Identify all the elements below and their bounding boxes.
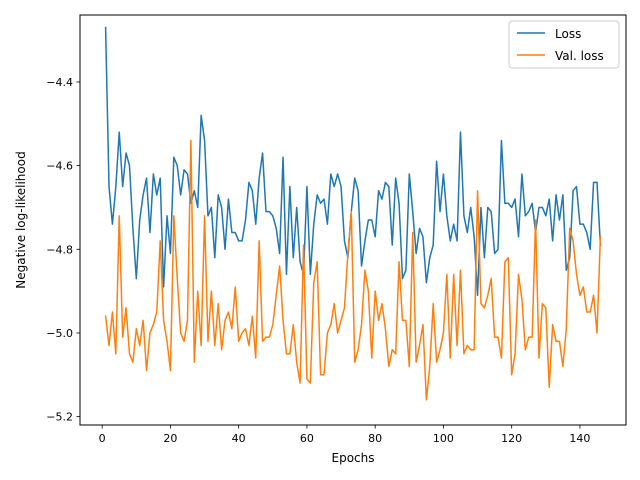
x-axis-label: Epochs bbox=[332, 451, 375, 465]
x-tick-label: 80 bbox=[368, 432, 382, 445]
plot-frame bbox=[79, 14, 627, 426]
y-axis-label: Negative log-likelihood bbox=[14, 151, 28, 288]
y-tick-label: −5.2 bbox=[46, 411, 73, 424]
y-axis: −5.2 −5.0 −4.8 −4.6 −4.4 bbox=[46, 76, 80, 424]
x-tick-label: 140 bbox=[569, 432, 590, 445]
y-tick-label: −4.8 bbox=[46, 243, 73, 256]
legend: Loss Val. loss bbox=[508, 20, 620, 69]
x-axis: 0 20 40 60 80 100 120 140 bbox=[99, 425, 590, 445]
legend-label-val-loss: Val. loss bbox=[555, 49, 604, 63]
series-line-loss bbox=[104, 26, 602, 297]
x-tick-label: 120 bbox=[501, 432, 522, 445]
x-tick-label: 20 bbox=[163, 432, 177, 445]
y-tick-label: −5.0 bbox=[46, 327, 73, 340]
x-tick-label: 60 bbox=[300, 432, 314, 445]
plot-series bbox=[104, 26, 602, 401]
legend-label-loss: Loss bbox=[555, 27, 581, 41]
series-line-val-loss bbox=[104, 139, 602, 401]
x-tick-label: 0 bbox=[99, 432, 106, 445]
x-tick-label: 100 bbox=[433, 432, 454, 445]
x-tick-label: 40 bbox=[232, 432, 246, 445]
y-tick-label: −4.6 bbox=[46, 160, 73, 173]
y-tick-label: −4.4 bbox=[46, 76, 73, 89]
